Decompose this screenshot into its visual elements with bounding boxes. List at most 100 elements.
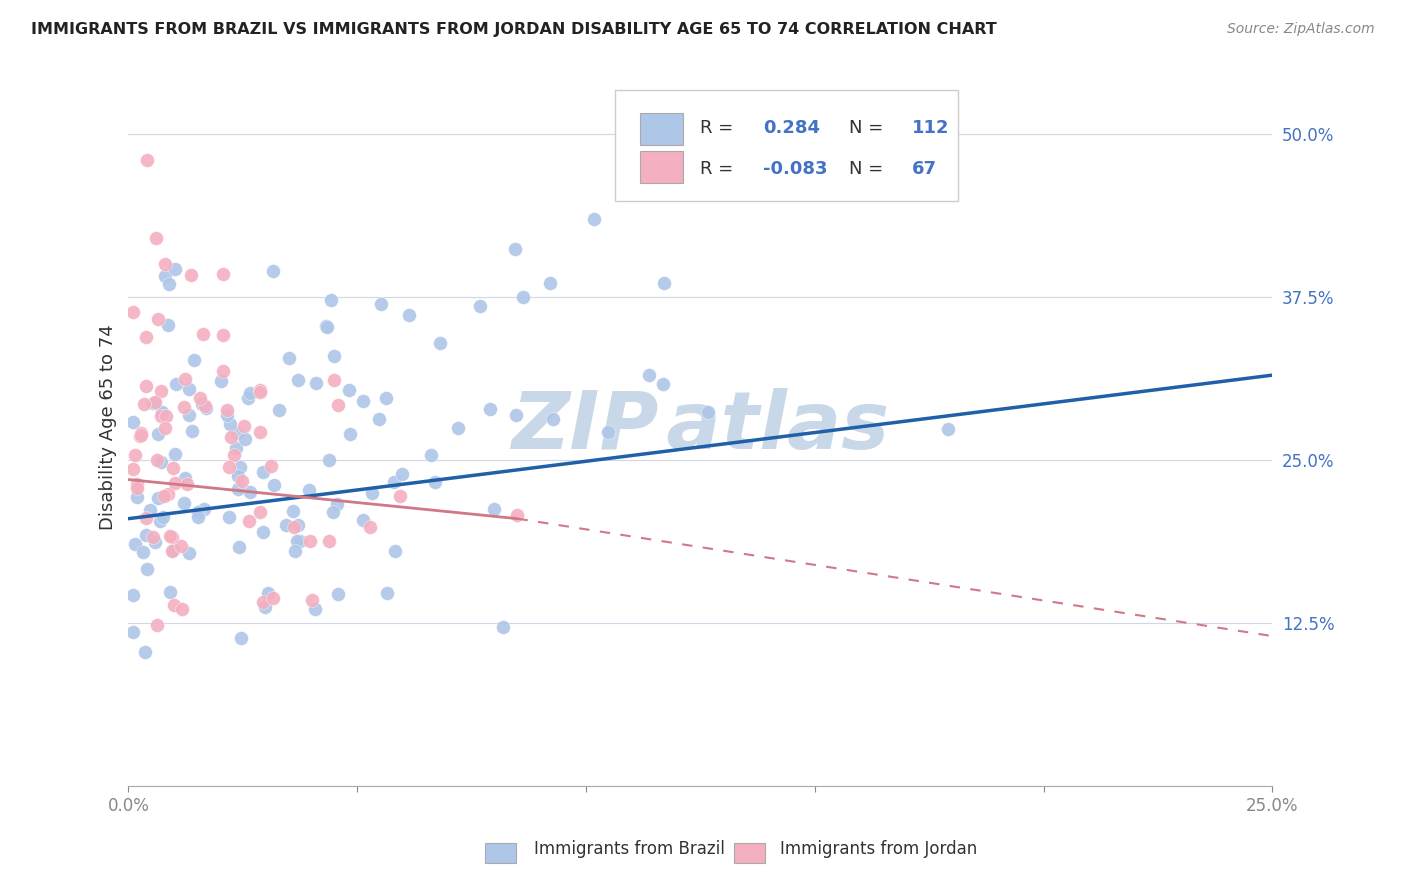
- Point: [375, 585, 398, 599]
- Point: [374, 391, 396, 405]
- Point: [222, 448, 245, 462]
- Point: [283, 520, 305, 534]
- Point: [225, 425, 247, 440]
- Point: [252, 595, 274, 609]
- Point: [316, 320, 339, 334]
- Point: [228, 540, 250, 554]
- Point: [318, 452, 340, 467]
- Point: [212, 328, 235, 343]
- FancyBboxPatch shape: [614, 90, 957, 202]
- Point: [583, 211, 606, 226]
- Point: [159, 585, 181, 599]
- Text: N =: N =: [849, 120, 889, 137]
- Point: [176, 477, 198, 491]
- Point: [419, 448, 441, 462]
- Text: R =: R =: [700, 120, 740, 137]
- Point: [146, 311, 169, 326]
- Point: [125, 477, 148, 491]
- Point: [135, 378, 157, 392]
- Point: [267, 403, 290, 417]
- Point: [253, 600, 276, 615]
- Point: [262, 591, 284, 605]
- Point: [263, 477, 285, 491]
- Point: [219, 430, 242, 444]
- Point: [218, 460, 240, 475]
- Point: [159, 529, 181, 543]
- Point: [163, 599, 186, 613]
- Point: [180, 268, 202, 283]
- Point: [153, 421, 176, 435]
- Point: [936, 422, 959, 436]
- Point: [257, 585, 280, 599]
- Point: [122, 461, 145, 475]
- Point: [134, 510, 156, 524]
- Point: [287, 517, 309, 532]
- Point: [276, 518, 298, 533]
- Point: [155, 409, 177, 423]
- Point: [233, 432, 256, 446]
- Point: [132, 544, 155, 558]
- Point: [512, 290, 534, 304]
- Point: [299, 533, 322, 548]
- Point: [162, 544, 184, 558]
- Point: [368, 411, 391, 425]
- Point: [135, 528, 157, 542]
- Point: [505, 409, 527, 423]
- Point: [232, 419, 254, 434]
- Point: [188, 391, 211, 405]
- Point: [322, 373, 344, 387]
- Point: [159, 277, 181, 292]
- Point: [398, 308, 420, 322]
- Point: [288, 534, 311, 549]
- Point: [125, 491, 148, 505]
- Point: [150, 405, 173, 419]
- Point: [183, 353, 205, 368]
- Point: [173, 372, 195, 386]
- Point: [212, 267, 235, 281]
- Point: [148, 491, 170, 506]
- Point: [319, 293, 342, 307]
- Point: [298, 483, 321, 497]
- Point: [129, 425, 152, 440]
- Point: [195, 401, 218, 415]
- Point: [209, 375, 232, 389]
- Text: R =: R =: [700, 160, 740, 178]
- Point: [249, 425, 271, 439]
- Point: [122, 415, 145, 429]
- Text: ZIP atlas: ZIP atlas: [512, 388, 890, 467]
- FancyBboxPatch shape: [640, 112, 683, 145]
- Point: [252, 465, 274, 479]
- Point: [122, 305, 145, 319]
- Point: [180, 425, 202, 439]
- Text: Immigrants from Jordan: Immigrants from Jordan: [780, 840, 977, 858]
- Point: [226, 482, 249, 496]
- FancyBboxPatch shape: [640, 151, 683, 184]
- Point: [165, 476, 187, 491]
- Point: [596, 425, 619, 439]
- Point: [249, 383, 271, 397]
- Point: [218, 509, 240, 524]
- Point: [150, 455, 173, 469]
- Point: [318, 534, 340, 549]
- Point: [191, 397, 214, 411]
- Point: [478, 401, 501, 416]
- Point: [177, 546, 200, 560]
- Point: [173, 400, 195, 414]
- Point: [179, 408, 201, 422]
- Text: IMMIGRANTS FROM BRAZIL VS IMMIGRANTS FROM JORDAN DISABILITY AGE 65 TO 74 CORRELA: IMMIGRANTS FROM BRAZIL VS IMMIGRANTS FRO…: [31, 22, 997, 37]
- Point: [301, 593, 323, 607]
- Point: [326, 398, 349, 412]
- Point: [543, 412, 565, 426]
- Point: [382, 475, 405, 489]
- Point: [132, 396, 155, 410]
- Point: [315, 319, 337, 334]
- Point: [215, 403, 238, 417]
- Point: [492, 620, 515, 634]
- Point: [352, 512, 374, 526]
- Point: [252, 524, 274, 539]
- Point: [146, 426, 169, 441]
- Point: [135, 153, 157, 167]
- Point: [361, 486, 384, 500]
- Text: -0.083: -0.083: [763, 160, 828, 178]
- Point: [122, 588, 145, 602]
